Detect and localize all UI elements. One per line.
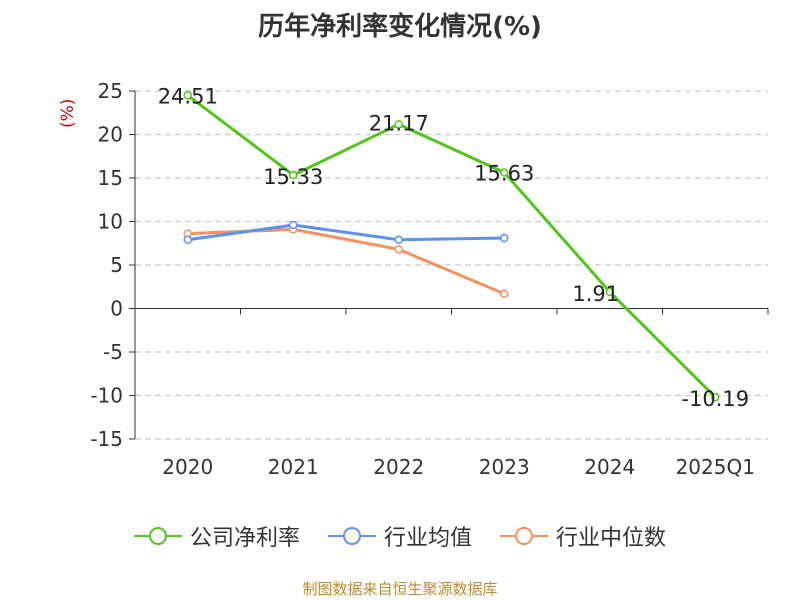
data-point — [183, 91, 192, 100]
y-tick-label: 15 — [98, 166, 123, 190]
y-tick-label: -5 — [103, 340, 123, 364]
data-label: -10.19 — [681, 387, 749, 411]
data-point — [183, 235, 192, 245]
data-point — [289, 220, 298, 230]
y-tick-label: 20 — [98, 123, 123, 147]
data-point — [500, 168, 509, 177]
chart-legend: 公司净利率 行业均值 行业中位数 — [0, 520, 800, 552]
legend-line-circle-icon — [500, 527, 548, 545]
x-tick-label: 2023 — [479, 455, 530, 479]
legend-label-industry-mean: 行业均值 — [383, 526, 472, 551]
data-point — [394, 235, 403, 245]
data-label: 15.33 — [263, 165, 323, 189]
x-tick-label: 2025Q1 — [676, 455, 755, 479]
data-label: 15.63 — [474, 162, 534, 186]
legend-label-industry-median: 行业中位数 — [556, 526, 667, 551]
y-tick-label: -15 — [90, 427, 123, 451]
legend-label-company: 公司净利率 — [189, 526, 300, 551]
legend-line-circle-icon — [327, 527, 376, 545]
data-point — [711, 392, 720, 402]
data-label: 21.17 — [369, 111, 429, 135]
data-point — [500, 289, 509, 298]
line-chart: 25 20 15 10 5 0 -5 -10 -15 2020 2021 2022 2023 2024 20… — [90, 79, 769, 479]
data-source-note: 制图数据来自恒生聚源数据库 — [302, 580, 498, 598]
data-point — [500, 233, 509, 243]
x-tick-label: 2024 — [584, 455, 635, 479]
series-line-0 — [186, 94, 717, 399]
data-point — [289, 170, 298, 180]
data-point — [394, 245, 403, 254]
y-tick-label: 10 — [98, 210, 123, 234]
data-label: 24.51 — [158, 84, 218, 108]
y-tick-label: 25 — [98, 79, 123, 103]
chart-title: 历年净利率变化情况(%) — [258, 12, 542, 42]
y-tick-label: 5 — [110, 253, 123, 277]
data-point — [605, 287, 614, 297]
legend-item-industry-mean[interactable]: 行业均值 — [327, 520, 472, 552]
legend-item-industry-median[interactable]: 行业中位数 — [500, 520, 666, 552]
data-label: 1.91 — [572, 282, 619, 306]
series-line-1 — [187, 223, 505, 242]
y-tick-label: 0 — [110, 297, 123, 321]
y-tick-label: -10 — [90, 384, 123, 408]
x-tick-label: 2021 — [268, 455, 319, 479]
legend-item-company[interactable]: 公司净利率 — [133, 520, 300, 552]
data-point — [394, 120, 403, 129]
x-tick-label: 2022 — [373, 455, 424, 479]
legend-line-circle-icon — [133, 527, 182, 545]
x-tick-label: 2020 — [162, 455, 213, 479]
